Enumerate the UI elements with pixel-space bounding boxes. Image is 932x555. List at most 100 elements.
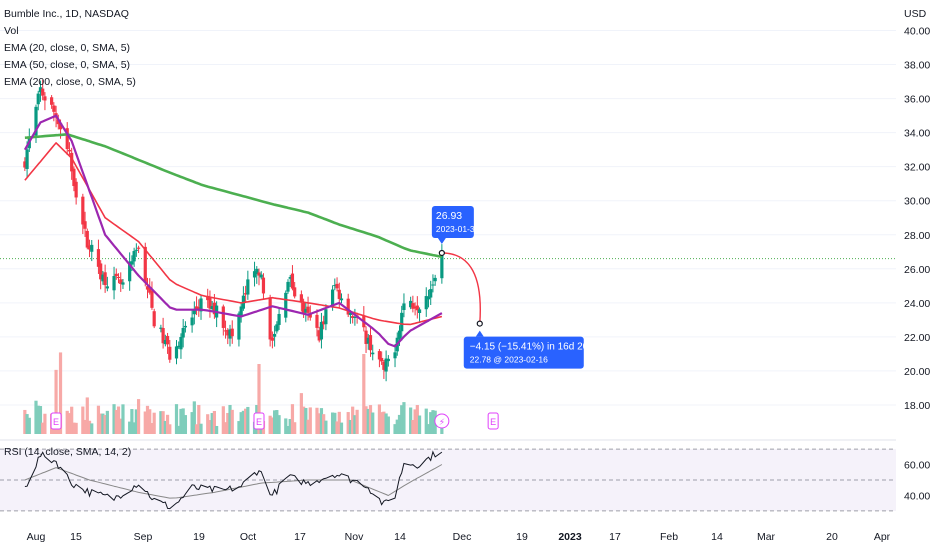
candle[interactable] [413, 302, 417, 316]
candle[interactable] [90, 239, 94, 262]
candle[interactable] [132, 247, 136, 267]
candle[interactable] [306, 296, 310, 321]
candle[interactable] [206, 288, 210, 308]
candle[interactable] [43, 92, 47, 111]
candle[interactable] [228, 324, 232, 347]
candle[interactable] [85, 228, 89, 250]
candle[interactable] [259, 271, 263, 280]
candle[interactable] [199, 294, 203, 320]
legend-rsi[interactable]: RSI (14, close, SMA, 14, 2) [4, 446, 132, 458]
candle[interactable] [152, 308, 156, 329]
candle[interactable] [268, 294, 272, 347]
candle[interactable] [261, 273, 266, 300]
legend-ema200[interactable]: EMA (200, close, 0, SMA, 5) [4, 76, 136, 88]
candle[interactable] [353, 308, 357, 326]
candle[interactable] [273, 325, 277, 347]
candle[interactable] [384, 350, 388, 382]
candle[interactable] [223, 320, 228, 339]
candle[interactable] [239, 302, 243, 323]
candle[interactable] [286, 279, 290, 294]
candle[interactable] [277, 307, 281, 330]
candle[interactable] [339, 293, 344, 304]
candle[interactable] [257, 268, 261, 286]
candle[interactable] [368, 327, 373, 357]
candle[interactable] [230, 320, 234, 344]
candle[interactable] [275, 321, 279, 334]
candle[interactable] [241, 286, 245, 311]
candle[interactable] [177, 341, 181, 349]
candle[interactable] [237, 311, 241, 347]
candle[interactable] [179, 333, 183, 359]
candle[interactable] [99, 260, 103, 290]
candle[interactable] [333, 278, 337, 291]
candle[interactable] [335, 277, 339, 292]
candle[interactable] [322, 315, 326, 330]
candle[interactable] [105, 276, 109, 292]
candle[interactable] [364, 326, 368, 353]
candle[interactable] [136, 245, 141, 254]
candle[interactable] [317, 326, 321, 343]
candle[interactable] [121, 278, 125, 289]
candle[interactable] [402, 293, 406, 318]
candle[interactable] [96, 239, 101, 274]
candle[interactable] [87, 239, 92, 258]
candle[interactable] [101, 270, 105, 285]
candle[interactable] [380, 351, 384, 365]
candle[interactable] [65, 122, 69, 156]
candle[interactable] [23, 157, 27, 172]
candle[interactable] [36, 90, 40, 111]
candle[interactable] [415, 296, 419, 319]
candle[interactable] [362, 306, 366, 332]
candle[interactable] [246, 270, 250, 300]
candle[interactable] [83, 211, 87, 237]
callout-end[interactable]: −4.15 (−15.41%) in 16d 20h 22.78 @ 2023-0… [463, 330, 594, 369]
candle[interactable] [67, 142, 72, 156]
candle[interactable] [116, 273, 121, 284]
candle[interactable] [315, 309, 319, 337]
candle[interactable] [165, 332, 170, 354]
symbol-title[interactable]: Bumble Inc., 1D, NASDAQ [4, 8, 129, 20]
projection-end-point[interactable] [476, 320, 483, 327]
candle[interactable] [174, 340, 179, 365]
candle[interactable] [194, 296, 199, 316]
earnings-marker[interactable]: E [487, 412, 499, 430]
legend-ema50[interactable]: EMA (50, close, 0, SMA, 5) [4, 59, 131, 71]
candle[interactable] [168, 339, 172, 363]
candle[interactable] [181, 319, 185, 348]
candle[interactable] [409, 296, 413, 310]
event-markers[interactable]: E E E ⚡ [50, 412, 499, 430]
candle[interactable] [103, 264, 107, 293]
candle[interactable] [183, 321, 188, 333]
candle[interactable] [382, 360, 386, 379]
candle[interactable] [431, 274, 435, 293]
candle[interactable] [293, 281, 297, 299]
candle[interactable] [128, 252, 132, 291]
earnings-marker[interactable]: E [253, 412, 265, 430]
candle[interactable] [192, 301, 196, 325]
candle[interactable] [119, 272, 123, 292]
candle[interactable] [252, 261, 257, 287]
candle[interactable] [52, 102, 56, 122]
candle[interactable] [426, 289, 431, 308]
candle[interactable] [417, 307, 422, 324]
candle[interactable] [366, 333, 370, 350]
candle[interactable] [50, 95, 54, 109]
projection-tool[interactable]: 26.93 2023-01-30 −4.15 (−15.41%) in 16d 20… [431, 205, 594, 369]
candle[interactable] [319, 312, 324, 349]
candle[interactable] [386, 355, 390, 367]
candle[interactable] [346, 293, 350, 318]
candle[interactable] [221, 304, 225, 336]
candle[interactable] [38, 80, 43, 102]
candle[interactable] [270, 331, 274, 349]
candle[interactable] [411, 295, 415, 313]
candle[interactable] [288, 274, 292, 288]
candle[interactable] [255, 266, 259, 284]
candle[interactable] [299, 290, 303, 312]
candle[interactable] [81, 193, 85, 235]
candle[interactable] [72, 166, 76, 192]
candle[interactable] [190, 309, 194, 333]
candle[interactable] [114, 268, 118, 280]
candle[interactable] [208, 290, 212, 318]
legend-ema20[interactable]: EMA (20, close, 0, SMA, 5) [4, 42, 131, 54]
